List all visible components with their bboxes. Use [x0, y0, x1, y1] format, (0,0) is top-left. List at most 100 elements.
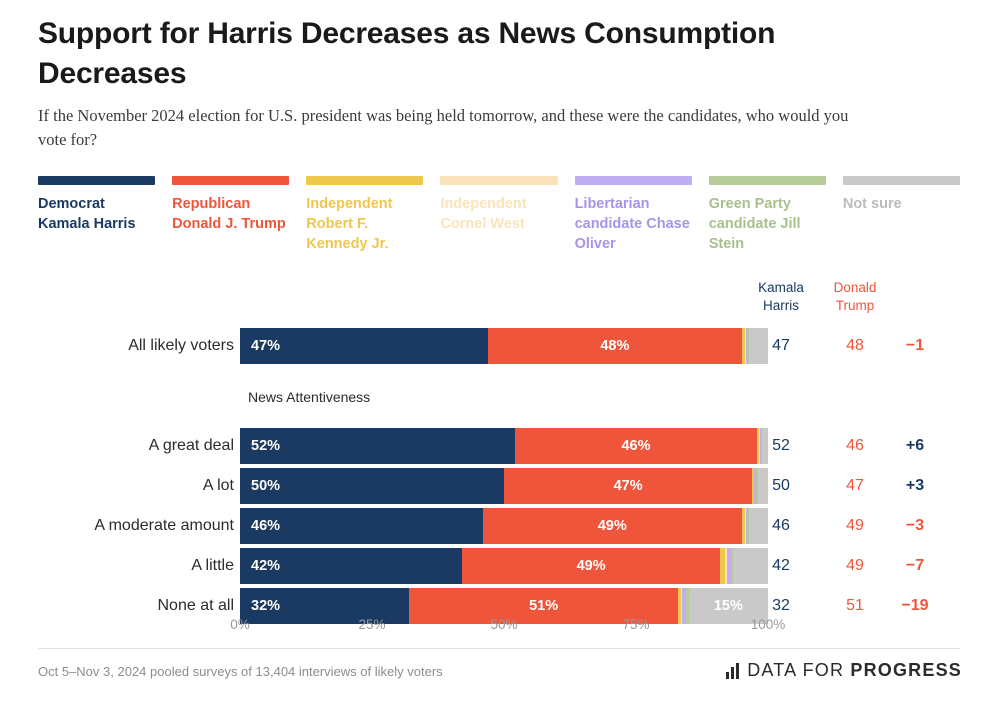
- value-trump: 49: [846, 557, 864, 574]
- bar-segment-label: 50%: [251, 478, 281, 494]
- bar-segment: 42%: [240, 548, 462, 584]
- page-subtitle: If the November 2024 election for U.S. p…: [38, 106, 849, 149]
- stacked-bar: 52% 46%: [240, 428, 768, 464]
- bar-segment: [720, 548, 726, 584]
- value-trump: 48: [846, 337, 864, 354]
- legend-swatch: [172, 176, 290, 185]
- chart-row: A little 42% 49% 42 49 −7: [0, 548, 1000, 588]
- legend-swatch: [708, 176, 826, 185]
- bar-segment-label: 15%: [713, 598, 743, 614]
- bar-segment: [753, 468, 755, 504]
- value-margin: −1: [905, 337, 925, 354]
- bar-segment-label: 49%: [576, 558, 606, 574]
- legend-label: Independent Cornel West: [440, 196, 527, 232]
- data-for-progress-logo: DATA FOR PROGRESS: [726, 660, 962, 681]
- row-label: A little: [191, 557, 234, 574]
- bar-segment: [762, 428, 768, 464]
- value-trump: 51: [846, 597, 864, 614]
- bar-segment: [746, 508, 749, 544]
- bar-segment-label: 49%: [597, 518, 627, 534]
- stacked-bar: 46% 49%: [240, 508, 768, 544]
- bar-segment-label: 47%: [613, 478, 643, 494]
- legend-item: Independent Robert F. Kennedy Jr.: [306, 176, 424, 254]
- bar-segment: [681, 588, 686, 624]
- row-label: None at all: [157, 597, 235, 614]
- bar-segment: [745, 328, 748, 364]
- bar-segment: [755, 468, 758, 504]
- bar-segment: [757, 468, 768, 504]
- bar-segment: 46%: [240, 508, 483, 544]
- logo-text-light: DATA FOR: [747, 660, 851, 680]
- stacked-bar: 42% 49%: [240, 548, 768, 584]
- value-trump: 47: [846, 477, 864, 494]
- bar-segment: 15%: [688, 588, 768, 624]
- legend-item: Independent Cornel West: [440, 176, 558, 254]
- axis-tick: 75%: [622, 617, 650, 632]
- value-harris: 52: [772, 437, 790, 454]
- stacked-bar: 47% 48%: [240, 328, 768, 364]
- stacked-bar: 32% 51% 15%: [240, 588, 768, 624]
- chart-row: All likely voters 47% 48% 47 48 −1: [0, 328, 1000, 368]
- value-margin: −3: [905, 517, 925, 534]
- legend-swatch: [38, 176, 156, 185]
- stacked-bar: 50% 47%: [240, 468, 768, 504]
- legend-label: Not sure: [842, 196, 902, 212]
- bar-segment: 46%: [514, 428, 758, 464]
- legend-label: Libertarian candidate Chase Oliver: [574, 196, 690, 252]
- bar-segment: [741, 328, 745, 364]
- bar-segment: [732, 548, 768, 584]
- axis-tick: 0%: [230, 617, 250, 632]
- bar-segment: 47%: [240, 328, 489, 364]
- bar-segment: 32%: [240, 588, 409, 624]
- value-trump: 49: [846, 517, 864, 534]
- bar-segment: 49%: [461, 548, 721, 584]
- bar-segment: [757, 428, 759, 464]
- legend: Democrat Kamala Harris Republican Donald …: [38, 176, 960, 254]
- bar-segment: [759, 428, 760, 464]
- bar-segment-label: 46%: [251, 518, 281, 534]
- chart-row: A lot 50% 47% 50 47 +3: [0, 468, 1000, 508]
- bar-segment-label: 48%: [600, 338, 630, 354]
- bar-segment-label: 47%: [251, 338, 281, 354]
- bar-segment: 50%: [240, 468, 504, 504]
- bar-segment: 52%: [240, 428, 515, 464]
- chart-row: A great deal 52% 46% 52 46 +6: [0, 428, 1000, 468]
- bar-segment: [726, 548, 732, 584]
- bar-segment: [748, 508, 750, 544]
- x-axis: 0% 25% 50% 75% 100%: [230, 617, 785, 637]
- legend-swatch: [306, 176, 424, 185]
- source-note: Oct 5–Nov 3, 2024 pooled surveys of 13,4…: [38, 664, 443, 679]
- bar-segment: [759, 428, 762, 464]
- axis-tick: 100%: [750, 617, 786, 632]
- row-label: A great deal: [148, 437, 234, 454]
- footer-divider: [38, 648, 960, 649]
- bar-segment: [752, 468, 754, 504]
- bar-segment: [725, 548, 727, 584]
- value-harris: 32: [772, 597, 790, 614]
- bar-segment: 47%: [504, 468, 753, 504]
- chart-row: None at all 32% 51% 15% 32 51 −19: [0, 588, 1000, 628]
- legend-item: Not sure: [842, 176, 960, 254]
- column-header-trump: Donald Trump: [833, 280, 877, 313]
- bar-segment-label: 52%: [251, 438, 281, 454]
- bar-segment: [744, 508, 747, 544]
- bar-segment: 49%: [482, 508, 742, 544]
- legend-item: Democrat Kamala Harris: [38, 176, 156, 254]
- bar-segment: [680, 588, 682, 624]
- bar-segment-label: 42%: [251, 558, 281, 574]
- row-label: A lot: [202, 477, 234, 494]
- bar-segment: 51%: [408, 588, 679, 624]
- column-header-harris: Kamala Harris: [758, 280, 804, 313]
- logo-text-bold: PROGRESS: [850, 660, 962, 680]
- value-harris: 50: [772, 477, 790, 494]
- logo-text: DATA FOR PROGRESS: [747, 660, 962, 681]
- value-margin: +3: [905, 477, 925, 494]
- axis-tick: 50%: [490, 617, 518, 632]
- group-label: News Attentiveness: [248, 389, 371, 405]
- value-harris: 46: [772, 517, 790, 534]
- value-margin: −7: [905, 557, 925, 574]
- bar-segment: 48%: [488, 328, 742, 364]
- legend-swatch: [574, 176, 692, 185]
- bar-segment-label: 32%: [251, 598, 281, 614]
